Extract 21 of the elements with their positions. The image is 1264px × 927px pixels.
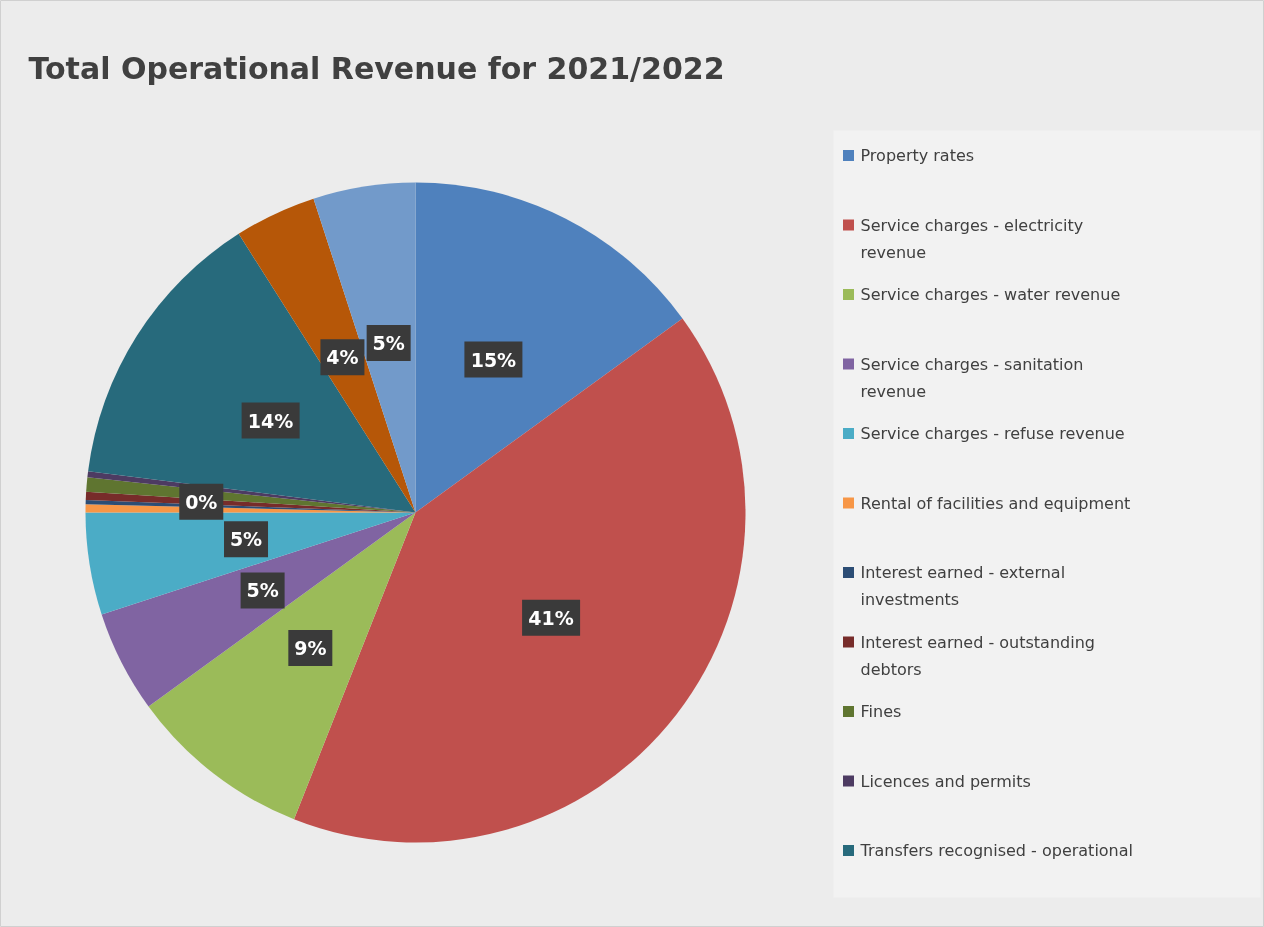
data-label: 0% bbox=[185, 490, 218, 513]
legend-label: Service charges - water revenue bbox=[860, 285, 1121, 304]
legend-label: Fines bbox=[860, 702, 902, 721]
data-label: 41% bbox=[528, 606, 574, 629]
legend-label: Property rates bbox=[860, 146, 975, 165]
data-label: 9% bbox=[294, 637, 327, 660]
data-label: 5% bbox=[229, 528, 263, 551]
data-label: 15% bbox=[470, 348, 517, 371]
legend-label: Interest earned - outstanding debtors bbox=[860, 632, 1095, 679]
legend-label: Service charges - refuse revenue bbox=[860, 424, 1125, 443]
legend-label: Rental of facilities and equipment bbox=[860, 493, 1131, 513]
data-label: 5% bbox=[246, 579, 279, 602]
legend-label: Transfers recognised - operational bbox=[859, 841, 1134, 860]
data-label: 4% bbox=[326, 346, 359, 369]
data-label: 14% bbox=[247, 409, 294, 432]
legend-label: Service charges - electricity revenue bbox=[860, 215, 1084, 262]
data-label: 5% bbox=[372, 332, 405, 355]
legend-label: Licences and permits bbox=[860, 771, 1031, 791]
chart-title: Total Operational Revenue for 2021/2022 bbox=[28, 51, 725, 86]
legend-label: Service charges - sanitation revenue bbox=[860, 354, 1084, 401]
legend-label: Interest earned - external investments bbox=[860, 563, 1066, 609]
